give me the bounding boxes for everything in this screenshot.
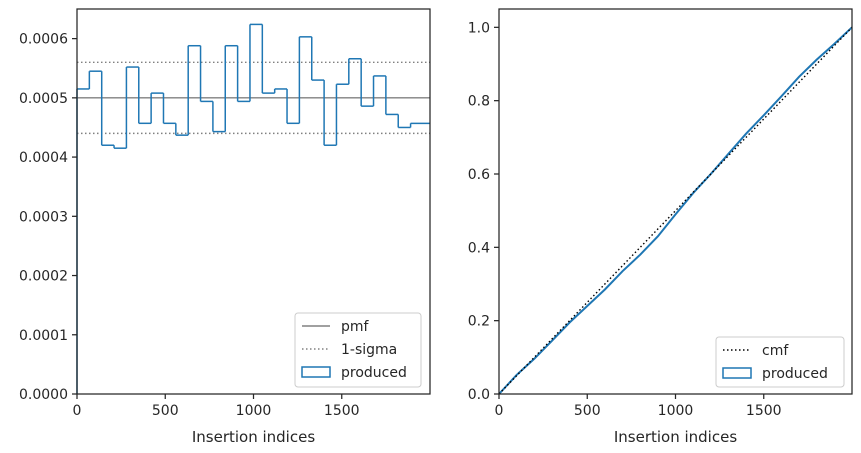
y-tick-label: 0.0006 [19,32,68,48]
y-tick-label: 0.0002 [19,269,68,285]
legend-produced-label: produced [762,366,828,382]
y-tick-label: 1.0 [468,20,490,36]
legend-1-sigma-label: 1-sigma [341,342,397,358]
x-tick-label: 0 [73,403,82,419]
x-tick-label: 1000 [658,403,694,419]
legend-pmf-label: pmf [341,319,370,335]
y-tick-label: 0.0001 [19,328,68,344]
left-x-axis-label: Insertion indices [192,428,315,446]
left-legend: pmf 1-sigma produced [294,312,422,388]
legend-produced-swatch [301,366,331,378]
y-tick-label: 0.0003 [19,209,68,225]
right-legend: cmf produced [715,336,845,388]
y-tick-label: 0.0 [468,387,490,403]
left-legend-box [294,312,422,388]
right-chart-panel: 0 500 1000 1500 0.0 0.2 0.4 0.6 0.8 1.0 Insertion… [468,8,853,446]
y-tick-label: 0.4 [468,240,490,256]
legend-produced-swatch [722,367,752,379]
produced-cumulative-line [498,26,853,395]
y-tick-label: 0.0004 [19,150,68,166]
x-tick-label: 0 [495,403,504,419]
legend-cmf-label: cmf [762,343,789,359]
y-tick-label: 0.0005 [19,91,68,107]
y-tick-label: 0.0000 [19,387,68,403]
left-chart-panel: 0 500 1000 1500 0.0000 0.0001 0.0002 0.0003 0.00… [19,8,431,446]
y-tick-label: 0.8 [468,94,490,110]
x-tick-label: 1500 [746,403,782,419]
cmf-line [498,26,853,395]
x-tick-label: 1500 [324,403,360,419]
legend-produced-label: produced [341,365,407,381]
y-tick-label: 0.2 [468,314,490,330]
x-tick-label: 500 [574,403,601,419]
x-tick-label: 500 [152,403,179,419]
y-tick-label: 0.6 [468,167,490,183]
right-x-axis-label: Insertion indices [614,428,737,446]
x-tick-label: 1000 [236,403,272,419]
